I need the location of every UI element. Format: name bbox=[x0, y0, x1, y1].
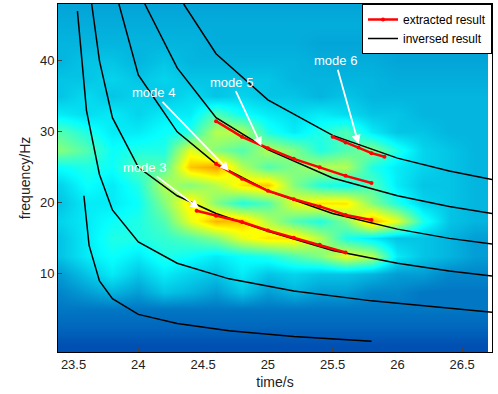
svg-text:mode 6: mode 6 bbox=[314, 53, 357, 68]
svg-text:24: 24 bbox=[131, 357, 145, 372]
svg-text:40: 40 bbox=[40, 53, 54, 68]
svg-text:10: 10 bbox=[40, 266, 54, 281]
svg-text:24.5: 24.5 bbox=[190, 357, 215, 372]
svg-text:20: 20 bbox=[40, 195, 54, 210]
svg-text:extracted result: extracted result bbox=[403, 13, 486, 27]
svg-text:25.5: 25.5 bbox=[320, 357, 345, 372]
svg-text:26: 26 bbox=[390, 357, 404, 372]
svg-text:frequency/Hz: frequency/Hz bbox=[17, 137, 33, 219]
svg-text:inversed result: inversed result bbox=[403, 32, 482, 46]
svg-text:23.5: 23.5 bbox=[61, 357, 86, 372]
svg-text:mode 4: mode 4 bbox=[132, 85, 175, 100]
svg-text:25: 25 bbox=[261, 357, 275, 372]
svg-text:mode 5: mode 5 bbox=[210, 75, 253, 90]
svg-text:26.5: 26.5 bbox=[450, 357, 475, 372]
svg-text:30: 30 bbox=[40, 124, 54, 139]
svg-text:mode 3: mode 3 bbox=[123, 160, 166, 175]
svg-text:time/s: time/s bbox=[256, 374, 293, 390]
